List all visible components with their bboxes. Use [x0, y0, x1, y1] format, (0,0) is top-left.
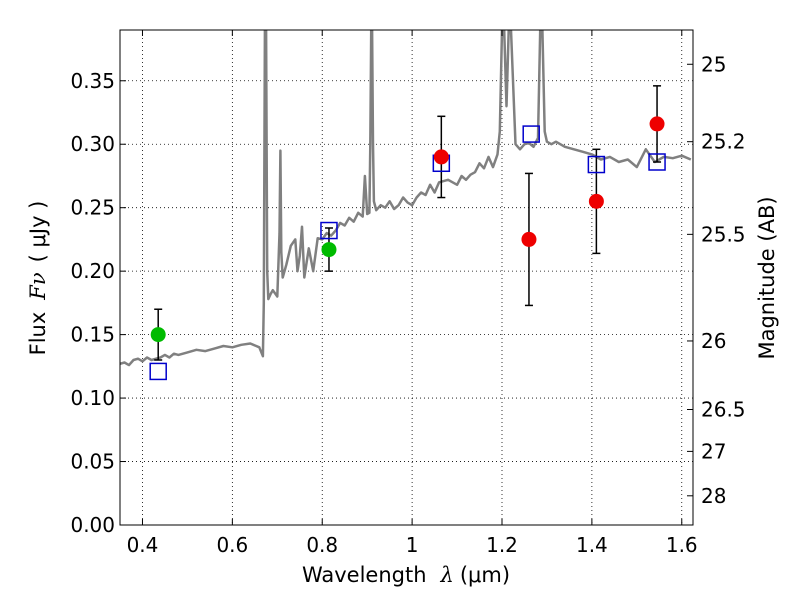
- x-tick-label: 0.6: [216, 533, 248, 557]
- plot-frame: [119, 29, 694, 526]
- x-axis-label: Wavelength λ (μm): [302, 563, 510, 587]
- model-square-marker: [587, 155, 606, 174]
- model-square-marker: [320, 221, 338, 240]
- flux-point-marker: [150, 327, 166, 343]
- flux-point-marker: [521, 231, 537, 247]
- flux-point-marker: [649, 116, 665, 132]
- magnitude-tick-label: 28: [701, 484, 726, 508]
- magnitude-tick-label: 25.2: [701, 130, 746, 154]
- model-square-marker: [648, 153, 666, 171]
- flux-point-marker: [433, 149, 449, 165]
- y-tick-label: 0.20: [70, 259, 115, 283]
- y-tick-label: 0.25: [70, 196, 115, 220]
- flux-point-marker: [321, 242, 337, 258]
- x-tick-label: 1.4: [576, 533, 608, 557]
- x-tick-label: 1.6: [666, 533, 698, 557]
- spectrum-layer: [120, 30, 692, 367]
- y-tick-label: 0.05: [70, 450, 115, 474]
- marker-layer: [149, 116, 666, 381]
- magnitude-tick-label: 26: [701, 329, 726, 353]
- y-tick-label: 0.15: [70, 323, 115, 347]
- x-tick-label: 1.2: [486, 533, 518, 557]
- x-tick-label: 0.8: [306, 533, 338, 557]
- x-tick-label: 0.4: [127, 533, 159, 557]
- flux-point-marker: [588, 193, 604, 209]
- model-square-marker: [149, 362, 167, 381]
- y-axis: 0.00 0.05 0.10 0.15 0.20 0.25 0.30 0.35: [70, 69, 126, 537]
- magnitude-tick-label: 25: [701, 52, 726, 76]
- y-tick-label: 0.30: [70, 132, 115, 156]
- model-square-marker: [522, 125, 540, 143]
- y-tick-label: 0.00: [70, 513, 115, 537]
- y-tick-label: 0.35: [70, 69, 115, 93]
- spectrum-line: [120, 30, 692, 367]
- magnitude-axis: 25 25.2 25.5 26 26.5 27 28: [687, 52, 746, 508]
- magnitude-tick-label: 27: [701, 439, 726, 463]
- x-axis: 0.4 0.6 0.8 1 1.2 1.4 1.6: [127, 30, 698, 557]
- x-tick-label: 1: [406, 533, 419, 557]
- y-axis-label: FluxFν( μJy ): [26, 201, 50, 356]
- grid-lines: [120, 30, 693, 526]
- right-axis-label: Magnitude (AB): [755, 196, 779, 359]
- y-tick-label: 0.10: [70, 386, 115, 410]
- magnitude-tick-label: 26.5: [701, 398, 746, 422]
- magnitude-tick-label: 25.5: [701, 222, 746, 246]
